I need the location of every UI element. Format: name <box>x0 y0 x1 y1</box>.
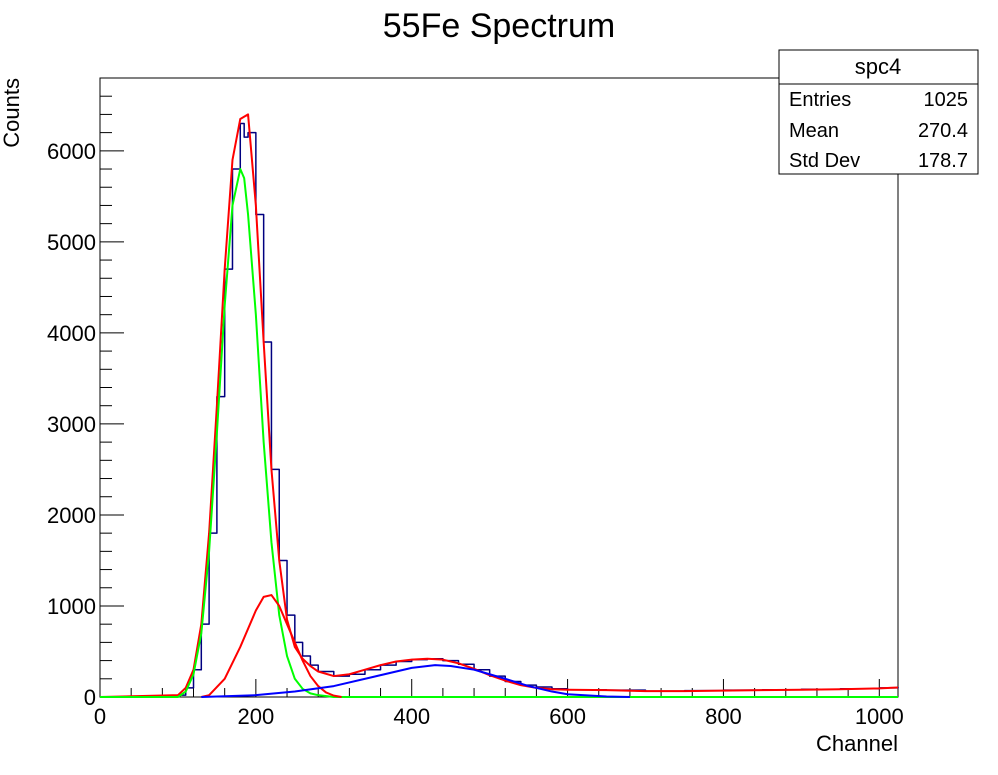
y-tick-label: 6000 <box>47 139 96 164</box>
stats-box-title: spc4 <box>855 54 901 79</box>
y-tick-label: 0 <box>84 685 96 710</box>
x-tick-label: 600 <box>549 704 586 729</box>
y-axis-label: Counts <box>0 78 24 148</box>
stats-box-frame <box>778 49 979 175</box>
x-axis-label: Channel <box>816 731 898 756</box>
stats-entries-value: 1025 <box>924 89 969 111</box>
y-tick-label: 2000 <box>47 503 96 528</box>
x-tick-label: 1000 <box>855 704 904 729</box>
escape-peak-fit-line <box>201 594 342 698</box>
y-tick-label: 1000 <box>47 594 96 619</box>
gaussian-peak-fit-line <box>100 168 898 698</box>
stats-stddev-label: Std Dev <box>789 150 860 172</box>
x-tick-label: 400 <box>393 704 430 729</box>
data-curves <box>99 113 899 698</box>
stats-mean-value: 270.4 <box>918 120 968 142</box>
background-fit-line <box>201 664 630 698</box>
stats-mean-label: Mean <box>789 120 839 142</box>
tick-labels: 0 200 400 600 800 1000 0 1000 2000 3000 4000 5000 60… <box>47 139 904 729</box>
y-tick-label: 3000 <box>47 412 96 437</box>
x-tick-label: 0 <box>94 704 106 729</box>
chart-title: 55Fe Spectrum <box>383 7 615 45</box>
stats-box: spc4 Entries 1025 Mean 270.4 Std Dev 178… <box>778 49 979 175</box>
stats-stddev-value: 178.7 <box>918 150 968 172</box>
x-tick-label: 200 <box>238 704 275 729</box>
y-tick-label: 4000 <box>47 321 96 346</box>
stats-entries-label: Entries <box>789 89 851 111</box>
x-tick-label: 800 <box>705 704 742 729</box>
y-tick-label: 5000 <box>47 230 96 255</box>
total-fit-line <box>99 113 899 698</box>
